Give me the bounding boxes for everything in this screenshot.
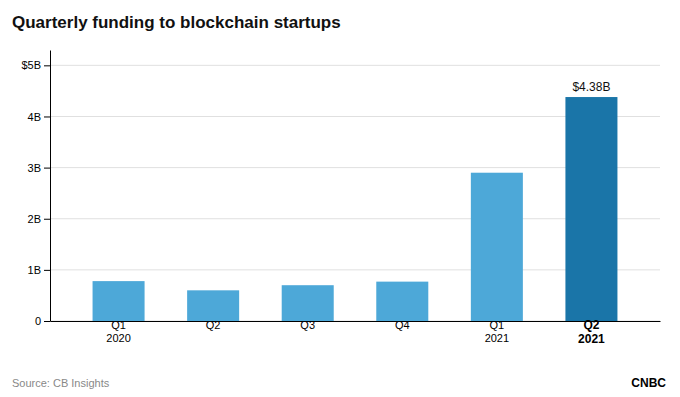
chart-container: 01B2B3B4B$5BQ12020Q2Q3Q4Q12021Q22021$4.3…	[0, 0, 680, 397]
x-tick-label-line: 2020	[106, 332, 130, 344]
x-tick-label: Q12021	[485, 319, 509, 344]
bar	[93, 281, 145, 321]
x-tick-label-line: Q1	[111, 319, 126, 331]
y-tick-mark	[44, 65, 50, 66]
y-axis-line	[50, 51, 51, 322]
x-tick: Q22021	[578, 318, 605, 346]
y-tick: 0	[35, 315, 50, 327]
x-tick-label: Q3	[300, 319, 315, 331]
x-tick-label-line: Q2	[206, 319, 221, 331]
y-axis: 0 1B 2B 3B 4B $5B	[21, 51, 50, 328]
x-tick-label-line: Q1	[490, 319, 505, 331]
y-tick-mark	[44, 321, 50, 322]
y-tick-label: 1B	[28, 264, 41, 276]
bar	[187, 290, 239, 321]
y-tick-mark	[44, 116, 50, 117]
y-tick-label: 4B	[28, 110, 41, 122]
x-tick-label: Q2	[206, 319, 221, 331]
y-tick: 2B	[28, 213, 50, 225]
x-axis-line	[51, 321, 661, 322]
credit: CNBC	[631, 376, 666, 390]
y-tick-label: 0	[35, 315, 41, 327]
y-tick-mark	[44, 219, 50, 220]
x-tick-label-line: Q2	[583, 318, 599, 332]
x-tick: Q4	[395, 319, 410, 331]
y-tick: $5B	[21, 59, 50, 71]
y-tick-label: 3B	[28, 162, 41, 174]
bar	[565, 97, 617, 321]
source: Source: CB Insights	[12, 377, 110, 389]
y-tick-mark	[44, 270, 50, 271]
bars	[93, 97, 618, 321]
bar	[282, 285, 334, 321]
x-tick: Q3	[300, 319, 315, 331]
grid-line	[50, 65, 660, 66]
chart-svg: 01B2B3B4B$5BQ12020Q2Q3Q4Q12021Q22021$4.3…	[0, 0, 680, 397]
bar	[376, 282, 428, 321]
x-tick-label-line: Q4	[395, 319, 410, 331]
x-tick-label-line: 2021	[578, 332, 605, 346]
plot-area: 01B2B3B4B$5BQ12020Q2Q3Q4Q12021Q22021$4.3…	[21, 51, 660, 347]
x-tick: Q12021	[485, 319, 509, 344]
x-axis: Q12020Q2Q3Q4Q12021Q22021	[51, 318, 661, 346]
x-tick-label: Q12020	[106, 319, 130, 344]
grid	[50, 65, 660, 321]
x-tick-label-line: Q3	[300, 319, 315, 331]
y-tick: 1B	[28, 264, 50, 276]
y-tick: 4B	[28, 110, 50, 122]
y-tick: 3B	[28, 162, 50, 174]
x-tick: Q12020	[106, 319, 130, 344]
annotations: $4.38B	[572, 80, 610, 94]
y-tick-mark	[44, 168, 50, 169]
title: Quarterly funding to blockchain startups	[12, 13, 341, 32]
annotation: $4.38B	[572, 80, 610, 94]
x-tick-label-line: 2021	[485, 332, 509, 344]
x-tick: Q2	[206, 319, 221, 331]
x-tick-label: Q4	[395, 319, 410, 331]
bar	[471, 173, 523, 321]
x-tick-label: Q22021	[578, 318, 605, 346]
y-tick-label: 2B	[28, 213, 41, 225]
y-tick-label: $5B	[21, 59, 41, 71]
